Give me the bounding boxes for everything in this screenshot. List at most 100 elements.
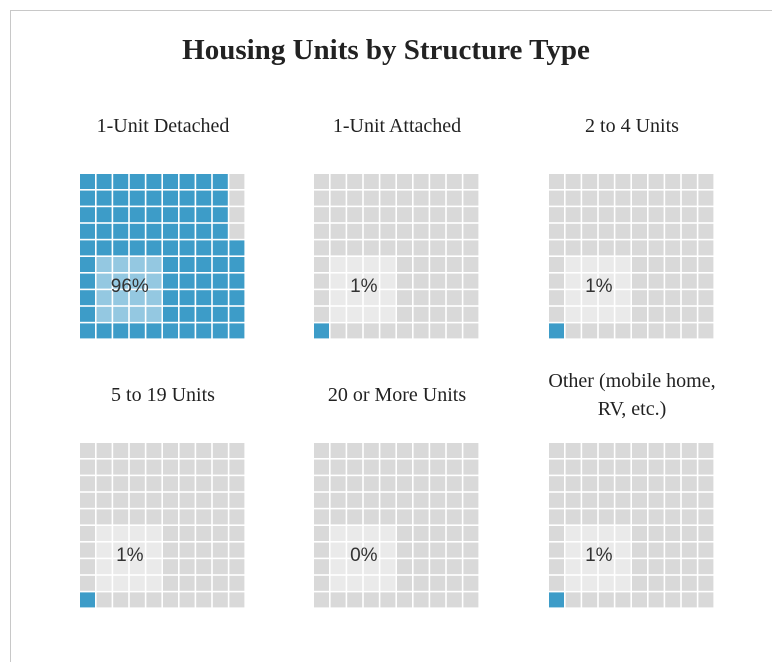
empty-cell [163,492,178,508]
empty-cell [598,575,614,591]
empty-cell [681,542,697,558]
empty-cell [598,323,614,339]
empty-cell [146,542,162,558]
empty-cell [330,443,346,458]
value-label: 0% [350,545,378,566]
filled-cell [549,592,564,608]
filled-cell [113,207,129,223]
empty-cell [430,459,446,475]
empty-cell [615,592,631,608]
empty-cell [582,559,598,575]
empty-cell [648,459,664,475]
empty-cell [632,323,647,339]
empty-cell [330,240,346,256]
filled-cell [549,323,564,339]
empty-cell [179,542,195,558]
empty-cell [314,542,329,558]
filled-cell [163,190,178,206]
empty-cell [129,575,145,591]
empty-cell [347,443,363,458]
filled-cell [80,592,95,608]
empty-cell [80,526,95,541]
filled-cell [179,174,195,189]
empty-cell [665,575,681,591]
filled-cell [129,190,145,206]
empty-cell [463,174,479,189]
empty-cell [598,240,614,256]
empty-cell [212,575,228,591]
empty-cell [163,509,178,525]
filled-cell [146,207,162,223]
empty-cell [397,306,412,322]
empty-cell [463,459,479,475]
empty-cell [380,509,396,525]
empty-cell [615,559,631,575]
empty-cell [549,575,564,591]
empty-cell [330,273,346,289]
empty-cell [665,443,681,458]
empty-cell [397,207,412,223]
empty-cell [463,526,479,541]
filled-cell [229,240,245,256]
empty-cell [698,459,714,475]
empty-cell [363,526,379,541]
empty-cell [549,273,564,289]
empty-cell [463,273,479,289]
empty-cell [698,509,714,525]
empty-cell [632,575,647,591]
empty-cell [113,542,129,558]
empty-cell [330,459,346,475]
filled-cell [146,240,162,256]
empty-cell [196,459,212,475]
empty-cell [380,575,396,591]
empty-cell [681,492,697,508]
empty-cell [549,306,564,322]
empty-cell [413,273,429,289]
empty-cell [582,240,598,256]
empty-cell [212,476,228,492]
empty-cell [615,509,631,525]
empty-cell [598,526,614,541]
empty-cell [632,492,647,508]
empty-cell [196,559,212,575]
empty-cell [413,323,429,339]
empty-cell [413,240,429,256]
empty-cell [380,476,396,492]
empty-cell [632,443,647,458]
empty-cell [330,290,346,306]
panel-border [10,10,772,662]
empty-cell [146,509,162,525]
filled-cell [212,223,228,239]
empty-cell [598,559,614,575]
filled-cell [196,190,212,206]
empty-cell [397,443,412,458]
empty-cell [146,575,162,591]
empty-cell [582,443,598,458]
label-highlight [330,257,396,322]
empty-cell [113,459,129,475]
empty-cell [380,190,396,206]
empty-cell [212,459,228,475]
empty-cell [129,476,145,492]
empty-cell [196,509,212,525]
empty-cell [681,223,697,239]
panel-label: 1-Unit Detached [96,115,230,137]
empty-cell [446,443,462,458]
empty-cell [698,240,714,256]
empty-cell [163,559,178,575]
empty-cell [463,190,479,206]
empty-cell [598,290,614,306]
empty-cell [363,174,379,189]
empty-cell [698,174,714,189]
filled-cell [179,223,195,239]
empty-cell [212,492,228,508]
empty-cell [648,174,664,189]
filled-cell [129,273,145,289]
empty-cell [430,526,446,541]
empty-cell [698,306,714,322]
filled-cell [129,257,145,272]
empty-cell [380,273,396,289]
empty-cell [632,592,647,608]
empty-cell [598,174,614,189]
